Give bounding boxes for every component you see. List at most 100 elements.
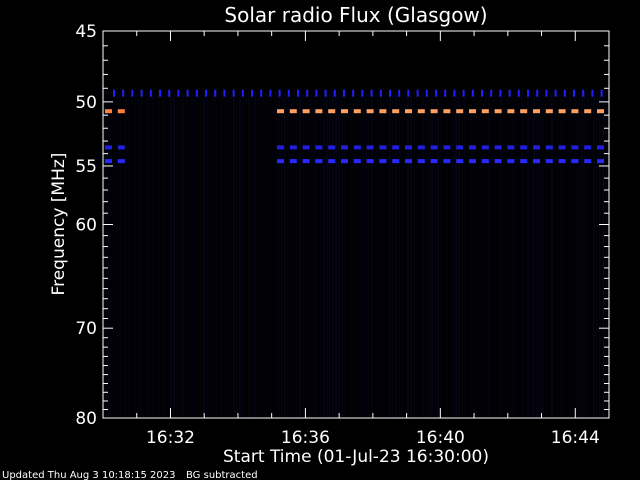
noise-column: [557, 91, 559, 418]
emission-tick: [398, 89, 401, 97]
noise-column: [434, 91, 436, 418]
noise-column: [236, 91, 238, 418]
noise-column: [494, 91, 496, 418]
emission-tick: [563, 89, 566, 97]
noise-column: [332, 91, 334, 418]
noise-column: [308, 91, 310, 418]
noise-column: [413, 91, 415, 418]
noise-column: [263, 91, 265, 418]
emission-dash: [117, 109, 125, 114]
noise-column: [440, 91, 442, 418]
emission-dash: [507, 159, 515, 164]
noise-column: [170, 91, 172, 418]
emission-dash: [571, 109, 579, 114]
emission-dash: [315, 109, 323, 114]
x-tick-label: 16:40: [416, 428, 465, 448]
emission-tick: [591, 89, 594, 97]
noise-column: [209, 91, 211, 418]
emission-tick: [582, 89, 585, 97]
noise-column: [452, 91, 454, 418]
noise-column: [569, 91, 571, 418]
noise-column: [164, 91, 166, 418]
emission-dash: [353, 159, 361, 164]
noise-column: [296, 91, 298, 418]
emission-tick: [527, 89, 529, 97]
noise-column: [146, 91, 148, 418]
emission-tick: [462, 89, 465, 97]
noise-column: [377, 91, 379, 418]
emission-dash: [481, 159, 489, 164]
noise-column: [425, 91, 427, 418]
noise-column: [221, 91, 223, 418]
emission-lanes: [105, 89, 604, 164]
emission-tick: [278, 89, 281, 97]
emission-dash: [289, 159, 297, 164]
emission-tick: [471, 89, 474, 97]
emission-tick: [343, 89, 345, 97]
noise-column: [131, 91, 133, 418]
y-tick-label: 45: [75, 22, 97, 42]
emission-dash: [443, 109, 451, 114]
emission-tick: [481, 89, 483, 97]
emission-tick: [260, 89, 263, 97]
noise-column: [158, 91, 160, 418]
noise-column: [200, 91, 202, 418]
emission-dash: [520, 159, 528, 164]
emission-tick: [536, 89, 539, 97]
noise-column: [581, 91, 583, 418]
emission-tick: [508, 89, 511, 97]
noise-column: [197, 91, 199, 418]
emission-dash: [533, 159, 540, 164]
emission-tick: [287, 89, 290, 97]
noise-column: [488, 91, 490, 418]
emission-tick: [453, 89, 456, 97]
emission-tick: [545, 89, 548, 97]
noise-column: [212, 91, 214, 418]
noise-column: [341, 91, 343, 418]
noise-column: [311, 91, 313, 418]
noise-column: [203, 91, 205, 418]
emission-dash: [481, 145, 489, 150]
noise-column: [224, 91, 226, 418]
emission-tick: [232, 89, 235, 97]
emission-dash: [277, 109, 284, 114]
noise-column: [338, 91, 340, 418]
noise-column: [269, 91, 271, 418]
emission-dash: [584, 145, 592, 150]
noise-column: [299, 91, 301, 418]
noise-column: [353, 91, 355, 418]
emission-dash: [366, 109, 374, 114]
emission-dash: [117, 159, 125, 164]
emission-dash: [571, 145, 579, 150]
noise-column: [512, 91, 514, 418]
chart-title: Solar radio Flux (Glasgow): [224, 3, 487, 27]
emission-tick: [223, 89, 226, 97]
emission-dash: [302, 145, 310, 150]
emission-dash: [341, 159, 348, 164]
noise-column: [404, 91, 406, 418]
noise-column: [125, 91, 127, 418]
noise-column: [191, 91, 193, 418]
emission-tick: [140, 89, 143, 97]
noise-column: [350, 91, 352, 418]
emission-dash: [105, 159, 112, 164]
emission-lane: [277, 145, 604, 150]
emission-tick: [269, 89, 272, 97]
emission-lane: [105, 159, 125, 164]
emission-dash: [494, 145, 502, 150]
y-tick-label: 55: [75, 157, 97, 177]
emission-dash: [392, 159, 400, 164]
emission-dash: [507, 109, 515, 114]
noise-column: [386, 91, 388, 418]
noise-column: [437, 91, 439, 418]
emission-tick: [214, 89, 217, 97]
emission-tick: [490, 89, 493, 97]
noise-column: [320, 91, 322, 418]
emission-tick: [517, 89, 520, 97]
emission-lane: [105, 145, 125, 150]
noise-column: [509, 91, 511, 418]
noise-column: [431, 91, 433, 418]
noise-column: [143, 91, 145, 418]
emission-dash: [328, 109, 336, 114]
emission-tick: [159, 89, 161, 97]
